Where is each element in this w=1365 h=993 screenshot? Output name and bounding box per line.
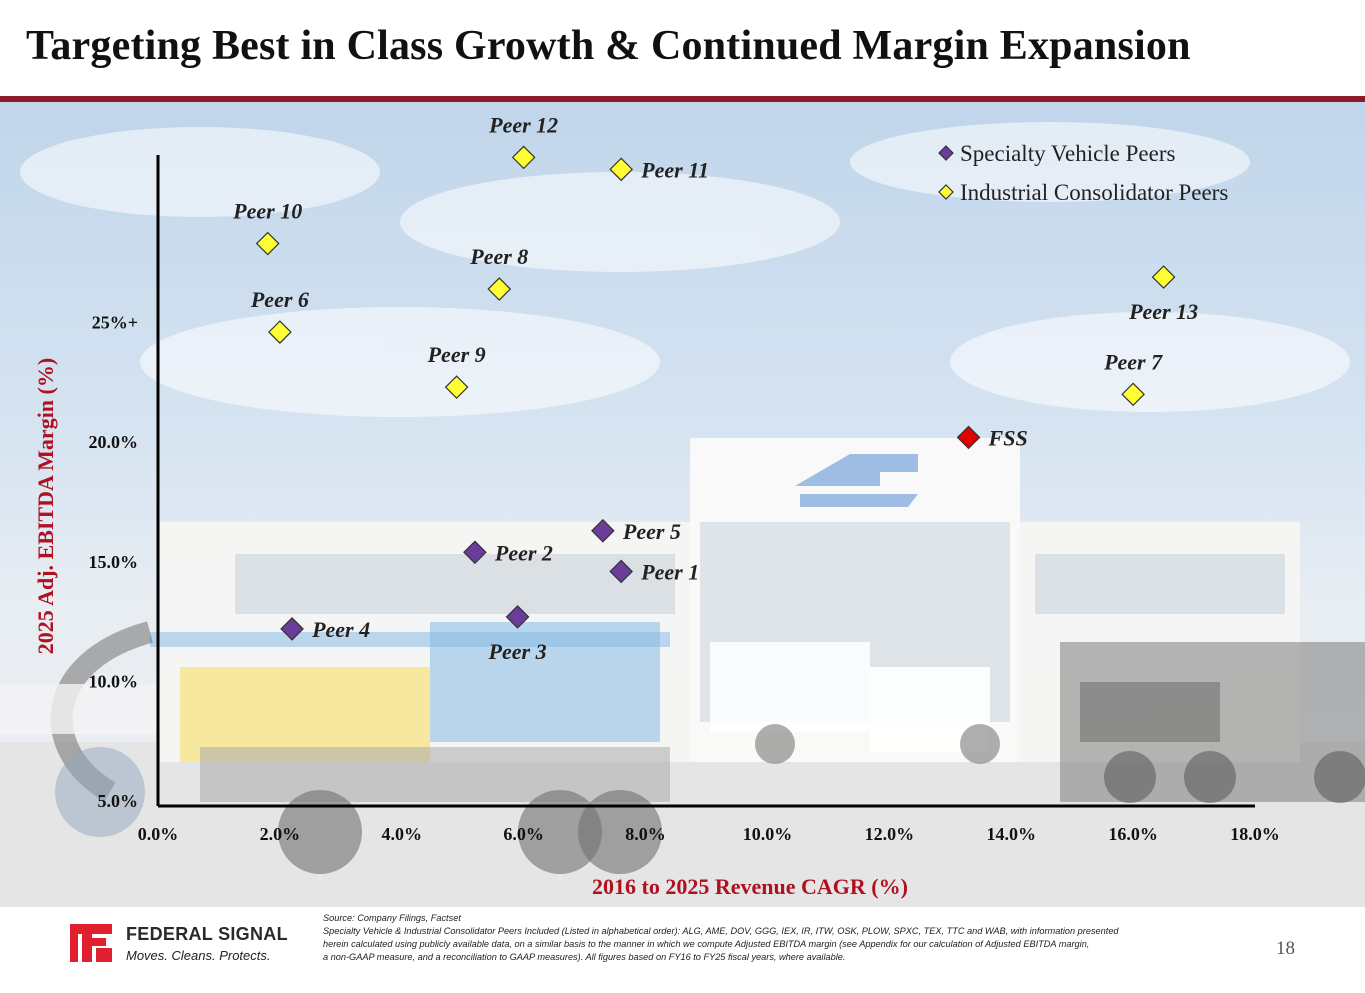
point-peer-12 — [511, 145, 536, 170]
point-peer-9 — [444, 375, 469, 400]
point-label-peer-3: Peer 3 — [488, 639, 547, 664]
point-label-peer-6: Peer 6 — [250, 287, 309, 312]
point-label-peer-11: Peer 11 — [640, 157, 709, 182]
x-tick-label: 18.0% — [1230, 824, 1280, 844]
facility-backdrop — [0, 102, 1365, 907]
point-peer-5 — [591, 518, 615, 543]
x-tick-label: 4.0% — [382, 824, 423, 844]
logo-name: FEDERAL SIGNAL — [126, 924, 288, 944]
y-tick-label: 25%+ — [92, 313, 138, 333]
y-tick-label: 20.0% — [89, 432, 139, 452]
x-tick-label: 16.0% — [1108, 824, 1158, 844]
point-label-peer-9: Peer 9 — [427, 342, 486, 367]
point-label-peer-10: Peer 10 — [232, 199, 302, 224]
x-tick-label: 10.0% — [743, 824, 793, 844]
point-label-peer-12: Peer 12 — [488, 112, 558, 137]
y-tick-label: 10.0% — [89, 672, 139, 692]
point-peer-2 — [463, 540, 487, 565]
x-tick-label: 0.0% — [138, 824, 179, 844]
point-fss — [956, 425, 981, 450]
point-label-fss: FSS — [988, 425, 1028, 450]
point-label-peer-5: Peer 5 — [622, 519, 681, 544]
point-peer-8 — [487, 277, 512, 301]
x-tick-label: 6.0% — [503, 824, 544, 844]
point-label-peer-13: Peer 13 — [1128, 299, 1198, 324]
point-peer-13 — [1151, 265, 1176, 289]
note-line: Specialty Vehicle & Industrial Consolida… — [323, 926, 1119, 936]
note-line: herein calculated using publicly availab… — [323, 939, 1090, 949]
point-peer-4 — [280, 617, 304, 641]
legend-marker — [938, 184, 954, 200]
y-axis-title: 2025 Adj. EBITDA Margin (%) — [33, 357, 58, 655]
point-label-peer-8: Peer 8 — [469, 244, 528, 269]
y-tick-label: 5.0% — [98, 791, 139, 811]
legend-marker — [938, 145, 954, 161]
point-peer-1 — [609, 559, 634, 584]
point-label-peer-2: Peer 2 — [494, 540, 553, 565]
federal-signal-logo: FEDERAL SIGNAL Moves. Cleans. Protects. — [66, 918, 296, 968]
x-tick-label: 2.0% — [260, 824, 301, 844]
title-divider — [0, 96, 1365, 102]
note-line: a non-GAAP measure, and a reconciliation… — [323, 952, 846, 962]
federal-signal-logo-icon — [70, 924, 112, 962]
point-peer-7 — [1121, 382, 1145, 407]
point-peer-6 — [268, 320, 292, 344]
x-tick-label: 8.0% — [625, 824, 666, 844]
footnotes: Source: Company Filings, Factset Special… — [323, 912, 1253, 964]
x-tick-label: 12.0% — [865, 824, 915, 844]
x-axis-title: 2016 to 2025 Revenue CAGR (%) — [592, 874, 908, 899]
legend-label: Industrial Consolidator Peers — [960, 180, 1228, 205]
logo-tagline: Moves. Cleans. Protects. — [126, 948, 271, 963]
y-tick-label: 15.0% — [89, 552, 139, 572]
page-number: 18 — [1276, 938, 1295, 959]
point-label-peer-1: Peer 1 — [640, 559, 699, 584]
point-peer-11 — [609, 157, 634, 182]
x-tick-label: 14.0% — [986, 824, 1036, 844]
point-label-peer-4: Peer 4 — [311, 617, 370, 642]
background-photo — [0, 102, 1365, 907]
page-title: Targeting Best in Class Growth & Continu… — [26, 23, 1191, 69]
point-label-peer-7: Peer 7 — [1103, 349, 1163, 374]
point-peer-10 — [255, 231, 280, 256]
point-peer-3 — [505, 605, 530, 629]
legend-label: Specialty Vehicle Peers — [960, 141, 1176, 166]
source-note: Source: Company Filings, Factset — [323, 913, 461, 923]
